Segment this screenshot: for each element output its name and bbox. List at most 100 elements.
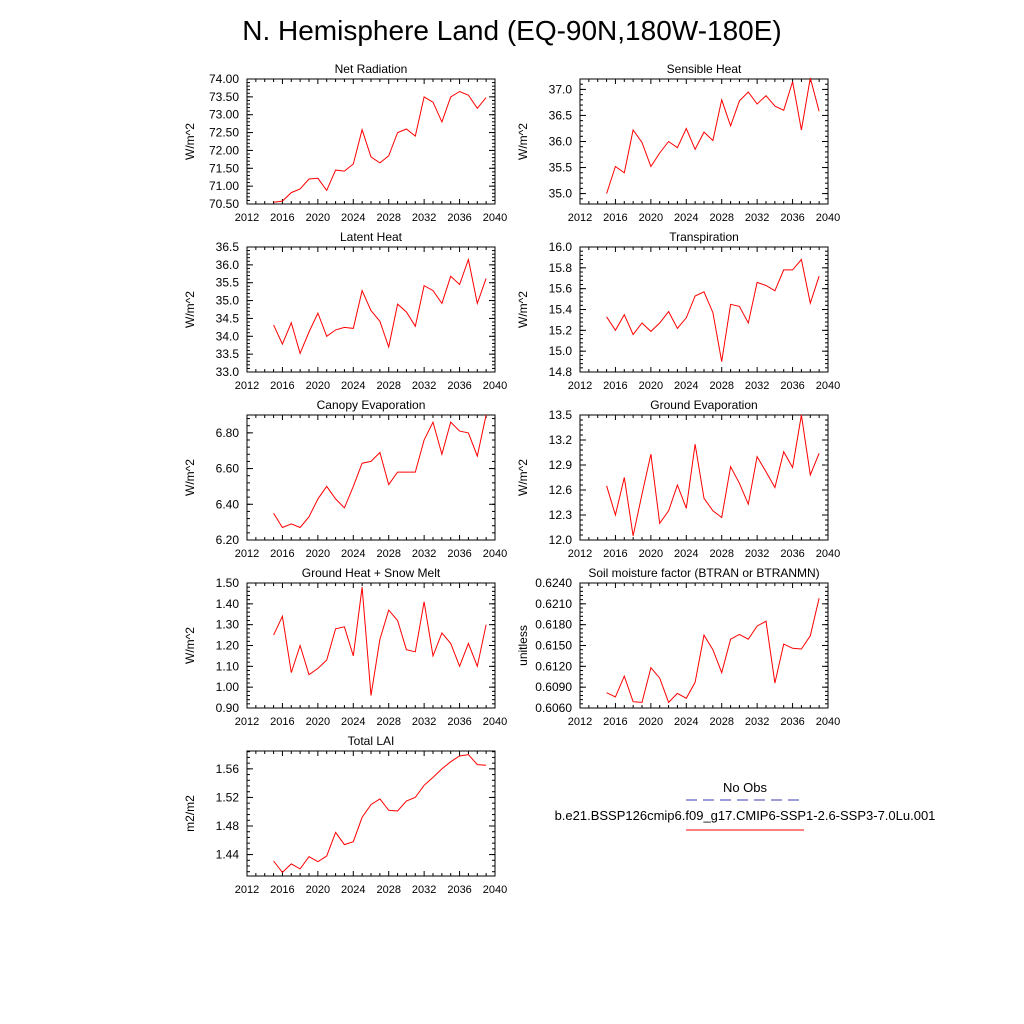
x-tick-label: 2024 <box>341 716 365 728</box>
x-tick-label: 2028 <box>709 716 733 728</box>
y-axis-label: W/m^2 <box>183 291 197 328</box>
x-tick-label: 2028 <box>376 548 400 560</box>
y-tick-label: 0.90 <box>216 701 240 715</box>
y-axis-label: W/m^2 <box>516 123 530 160</box>
x-tick-label: 2020 <box>306 884 330 896</box>
x-tick-label: 2032 <box>412 716 436 728</box>
y-axis-label: m2/m2 <box>183 795 197 832</box>
y-tick-label: 0.6180 <box>535 618 572 632</box>
x-tick-label: 2028 <box>376 380 400 392</box>
plot-frame <box>246 78 496 205</box>
y-tick-label: 36.5 <box>549 108 573 122</box>
y-axis-label: W/m^2 <box>183 627 197 664</box>
y-tick-label: 33.5 <box>216 347 240 361</box>
plot-frame <box>579 78 829 205</box>
y-tick-label: 1.10 <box>216 659 240 673</box>
y-tick-label: 36.0 <box>216 258 240 272</box>
x-tick-label: 2040 <box>483 212 507 224</box>
y-tick-label: 15.0 <box>549 344 573 358</box>
panel-title: Canopy Evaporation <box>317 398 426 412</box>
y-tick-label: 72.00 <box>209 143 239 157</box>
y-tick-label: 71.50 <box>209 161 239 175</box>
legend: No Obs b.e21.BSSP126cmip6.f09_g17.CMIP6-… <box>555 780 935 831</box>
series-line <box>273 90 487 203</box>
x-tick-label: 2024 <box>674 380 698 392</box>
x-tick-label: 2040 <box>816 380 840 392</box>
y-tick-label: 1.52 <box>216 790 240 804</box>
y-tick-label: 0.6210 <box>535 597 572 611</box>
panel-title: Sensible Heat <box>667 62 742 76</box>
x-tick-label: 2020 <box>306 716 330 728</box>
x-tick-label: 2020 <box>639 380 663 392</box>
y-tick-label: 35.5 <box>549 161 573 175</box>
y-tick-label: 0.6120 <box>535 659 572 673</box>
y-tick-label: 74.00 <box>209 72 239 86</box>
plot-frame <box>579 414 829 541</box>
series-line <box>273 257 487 355</box>
y-axis-label: unitless <box>516 625 530 666</box>
series-line <box>606 414 820 536</box>
x-tick-label: 2028 <box>709 212 733 224</box>
x-tick-label: 2032 <box>745 716 769 728</box>
panel-title: Total LAI <box>348 734 395 748</box>
x-tick-label: 2012 <box>568 548 592 560</box>
panel-6: Ground Evaporation W/m^2 2012 2016 2020 2024 2… <box>516 398 840 560</box>
x-tick-label: 2028 <box>376 716 400 728</box>
y-tick-label: 1.40 <box>216 597 240 611</box>
y-tick-label: 12.9 <box>549 458 573 472</box>
x-tick-label: 2020 <box>306 380 330 392</box>
x-tick-label: 2032 <box>745 380 769 392</box>
x-tick-label: 2020 <box>306 212 330 224</box>
panel-title: Soil moisture factor (BTRAN or BTRANMN) <box>588 566 819 580</box>
figure-title: N. Hemisphere Land (EQ-90N,180W-180E) <box>242 15 782 46</box>
y-tick-label: 73.50 <box>209 90 239 104</box>
y-tick-label: 6.80 <box>216 426 240 440</box>
x-tick-label: 2016 <box>270 212 294 224</box>
panel-7: Ground Heat + Snow Melt W/m^2 2012 2016 2020… <box>183 566 507 728</box>
plot-frame <box>579 246 829 373</box>
x-tick-label: 2020 <box>306 548 330 560</box>
x-tick-label: 2016 <box>603 716 627 728</box>
x-tick-label: 2012 <box>235 884 259 896</box>
y-tick-label: 15.4 <box>549 303 573 317</box>
series-line <box>273 414 487 529</box>
series-line <box>606 77 820 194</box>
panel-title: Latent Heat <box>340 230 403 244</box>
y-tick-label: 6.60 <box>216 462 240 476</box>
y-tick-label: 35.0 <box>216 294 240 308</box>
panel-title: Ground Heat + Snow Melt <box>302 566 441 580</box>
y-axis-label: W/m^2 <box>516 459 530 496</box>
y-tick-label: 12.6 <box>549 483 573 497</box>
x-tick-label: 2012 <box>568 212 592 224</box>
y-tick-label: 72.50 <box>209 126 239 140</box>
x-tick-label: 2036 <box>780 716 804 728</box>
y-tick-label: 36.0 <box>549 135 573 149</box>
x-tick-label: 2032 <box>412 380 436 392</box>
y-tick-label: 35.5 <box>216 276 240 290</box>
x-tick-label: 2040 <box>483 380 507 392</box>
x-tick-label: 2016 <box>270 884 294 896</box>
x-tick-label: 2028 <box>376 212 400 224</box>
panel-8: Soil moisture factor (BTRAN or BTRANMN) u… <box>516 566 840 728</box>
y-tick-label: 71.00 <box>209 179 239 193</box>
x-tick-label: 2024 <box>341 212 365 224</box>
x-tick-label: 2016 <box>270 380 294 392</box>
panel-title: Net Radiation <box>335 62 408 76</box>
series-line <box>606 598 820 704</box>
y-tick-label: 36.5 <box>216 240 240 254</box>
y-tick-label: 6.20 <box>216 533 240 547</box>
y-tick-label: 14.8 <box>549 365 573 379</box>
x-tick-label: 2036 <box>447 716 471 728</box>
x-tick-label: 2016 <box>603 380 627 392</box>
x-tick-label: 2016 <box>270 716 294 728</box>
y-tick-label: 0.6090 <box>535 680 572 694</box>
y-tick-label: 0.6240 <box>535 576 572 590</box>
x-tick-label: 2032 <box>745 212 769 224</box>
x-tick-label: 2024 <box>341 884 365 896</box>
x-tick-label: 2040 <box>483 884 507 896</box>
legend-obs-label: No Obs <box>723 780 768 795</box>
series-line <box>273 587 487 696</box>
panel-3: Latent Heat W/m^2 2012 2016 2020 2024 2028 2032… <box>183 230 507 392</box>
series-line <box>273 754 487 874</box>
